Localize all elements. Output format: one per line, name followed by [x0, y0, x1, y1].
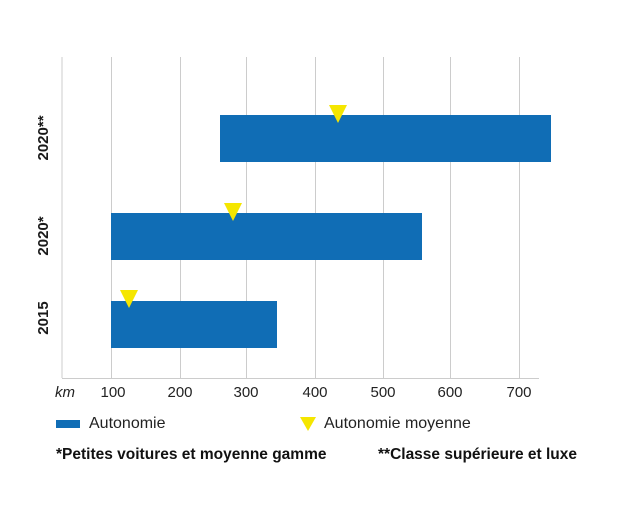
autonomie-bars	[111, 115, 551, 348]
bar-2020-small	[111, 213, 422, 260]
x-axis-labels: km 100 200 300 400 500 600 700	[55, 384, 532, 401]
category-label-2020-luxe: 2020**	[35, 115, 52, 160]
tick-100: 100	[100, 384, 125, 401]
tick-300: 300	[233, 384, 258, 401]
legend-item-autonomie-moyenne: Autonomie moyenne	[300, 412, 471, 436]
tick-500: 500	[370, 384, 395, 401]
bar-2015	[111, 301, 277, 348]
category-label-2020-small: 2020*	[35, 216, 52, 255]
category-labels: 2020** 2020* 2015	[35, 115, 52, 334]
legend: Autonomie Autonomie moyenne	[56, 412, 636, 436]
bar-swatch-icon	[56, 420, 80, 428]
tick-700: 700	[506, 384, 531, 401]
footnote-small-cars: *Petites voitures et moyenne gamme	[56, 446, 327, 463]
tick-400: 400	[302, 384, 327, 401]
category-label-2015: 2015	[35, 301, 52, 334]
x-axis-unit: km	[55, 384, 75, 401]
bar-2020-luxe	[220, 115, 551, 162]
footnotes: *Petites voitures et moyenne gamme **Cla…	[56, 446, 636, 468]
tick-200: 200	[167, 384, 192, 401]
triangle-marker-icon	[120, 290, 138, 308]
legend-label-autonomie-moyenne: Autonomie moyenne	[324, 415, 471, 432]
tick-600: 600	[437, 384, 462, 401]
footnote-luxury: **Classe supérieure et luxe	[378, 446, 578, 463]
triangle-marker-icon	[329, 105, 347, 123]
triangle-down-icon	[300, 417, 316, 431]
legend-label-autonomie: Autonomie	[89, 415, 166, 432]
average-markers	[120, 105, 347, 308]
triangle-marker-icon	[224, 203, 242, 221]
legend-item-autonomie: Autonomie	[56, 412, 166, 436]
